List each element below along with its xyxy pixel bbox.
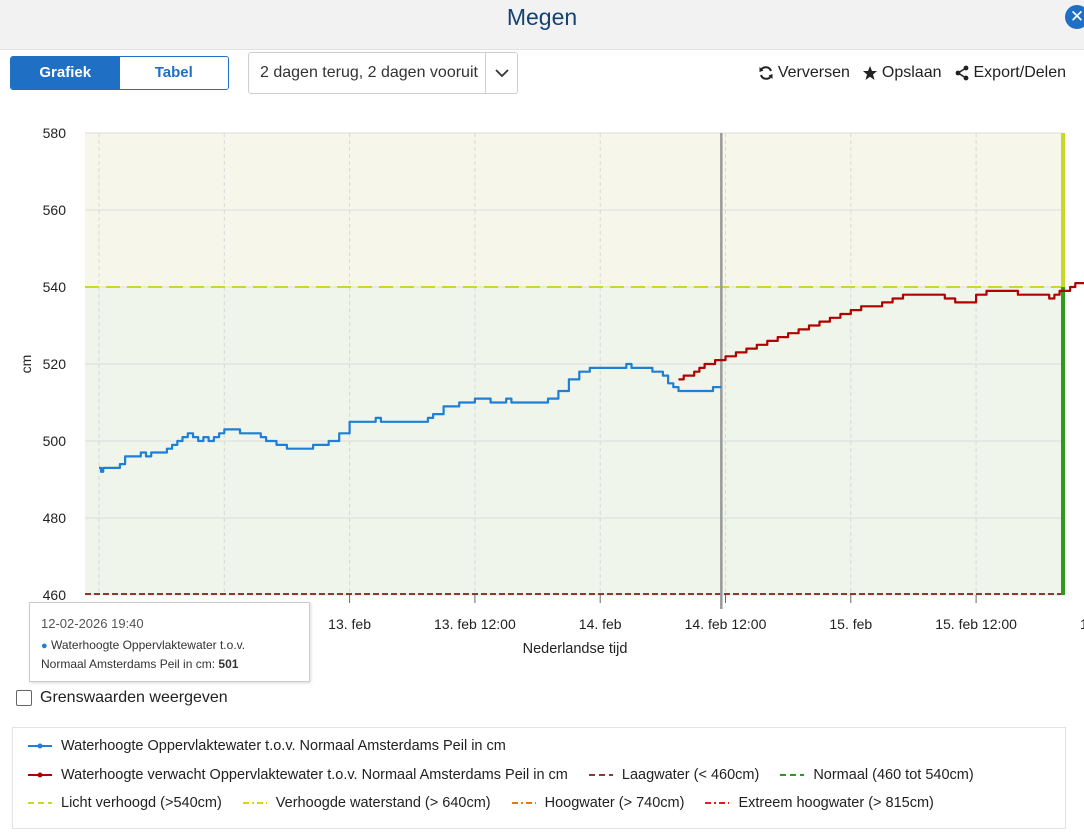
legend-item-high-water[interactable]: Hoogwater (> 740cm) <box>511 795 685 811</box>
legend-label: Waterhoogte Oppervlaktewater t.o.v. Norm… <box>61 738 506 754</box>
x-tick-label: 15. feb <box>829 616 872 632</box>
refresh-label: Verversen <box>777 64 850 81</box>
legend-label: Extreem hoogwater (> 815cm) <box>738 795 934 811</box>
legend-item-low[interactable]: Laagwater (< 460cm) <box>588 767 759 783</box>
legend-item-observed[interactable]: Waterhoogte Oppervlaktewater t.o.v. Norm… <box>27 738 506 754</box>
x-tick-label: 14. feb <box>579 616 622 632</box>
y-tick-label: 580 <box>43 125 67 141</box>
refresh-button[interactable]: Verversen <box>758 64 850 82</box>
y-tick-label: 480 <box>43 510 67 526</box>
y-tick-label: 560 <box>43 202 67 218</box>
share-icon <box>955 65 968 81</box>
legend-swatch <box>588 774 613 776</box>
legend-swatch <box>28 743 52 749</box>
star-icon <box>862 66 877 80</box>
period-select-value: 2 dagen terug, 2 dagen vooruit <box>260 64 478 81</box>
dialog-header: Megen ✕ <box>0 0 1084 50</box>
export-button[interactable]: Export/Delen <box>954 64 1067 82</box>
export-label: Export/Delen <box>973 64 1067 81</box>
series-observed-line <box>99 362 722 473</box>
tooltip-series-line2: Normaal Amsterdams Peil in cm: <box>41 657 216 671</box>
right-band-normal <box>1061 287 1065 595</box>
legend-label: Verhoogde waterstand (> 640cm) <box>275 795 491 811</box>
period-select[interactable]: 2 dagen terug, 2 dagen vooruit <box>248 52 518 94</box>
x-tick-label: 13. feb <box>328 616 371 632</box>
legend-row: Waterhoogte verwacht Oppervlaktewater t.… <box>27 767 994 783</box>
legend-row: Licht verhoogd (>540cm) Verhoogde waters… <box>27 795 954 811</box>
legend-item-forecast[interactable]: Waterhoogte verwacht Oppervlaktewater t.… <box>27 767 568 783</box>
save-label: Opslaan <box>881 64 942 81</box>
tooltip-value: 501 <box>218 657 239 671</box>
legend-label: Waterhoogte verwacht Oppervlaktewater t.… <box>61 767 568 783</box>
legend-swatch <box>242 802 267 804</box>
tooltip-time: 12-02-2026 19:40 <box>41 616 144 631</box>
legend-swatch <box>28 802 52 804</box>
series-forecast-line <box>678 282 1084 381</box>
legend-item-elevated[interactable]: Verhoogde waterstand (> 640cm) <box>242 795 491 811</box>
legend-label: Hoogwater (> 740cm) <box>544 795 685 811</box>
chevron-left-icon[interactable]: ‹ <box>0 405 1 428</box>
tooltip-series-line1: Waterhoogte Oppervlaktewater t.o.v. <box>51 638 246 652</box>
view-toggle: Grafiek Tabel <box>10 56 229 90</box>
x-tick-label: 15. feb 12:00 <box>935 616 1017 632</box>
dialog-title: Megen <box>506 4 578 30</box>
y-tick-label: 520 <box>43 356 67 372</box>
legend-swatch <box>780 774 805 776</box>
chart-legend: Waterhoogte Oppervlaktewater t.o.v. Norm… <box>12 727 1066 829</box>
chevron-down-icon[interactable] <box>485 53 517 93</box>
tab-chart[interactable]: Grafiek <box>11 57 120 89</box>
close-icon[interactable]: ✕ <box>1065 5 1084 29</box>
x-axis-title: Nederlandse tijd <box>523 641 628 657</box>
thresholds-checkbox-row[interactable]: Grenswaarden weergeven <box>16 689 228 707</box>
right-band-slightly-high <box>1061 133 1065 287</box>
water-level-chart: 460 480 500 520 540 560 580 13. feb 13. feb 12:0… <box>18 125 1084 657</box>
legend-label: Laagwater (< 460cm) <box>621 767 760 783</box>
chart-tooltip: 12-02-2026 19:40 ● Waterhoogte Oppervlak… <box>29 602 310 682</box>
y-axis-title: cm <box>18 355 34 374</box>
thresholds-checkbox[interactable] <box>16 690 32 706</box>
legend-label: Licht verhoogd (>540cm) <box>61 795 222 811</box>
legend-swatch <box>705 802 730 804</box>
legend-label: Normaal (460 tot 540cm) <box>813 767 974 783</box>
legend-swatch <box>511 802 536 804</box>
legend-item-slightly-high[interactable]: Licht verhoogd (>540cm) <box>27 795 222 811</box>
thresholds-checkbox-label: Grenswaarden weergeven <box>40 689 228 706</box>
legend-row: Waterhoogte Oppervlaktewater t.o.v. Norm… <box>27 738 526 754</box>
y-tick-label: 460 <box>43 587 67 603</box>
y-tick-label: 540 <box>43 279 67 295</box>
x-tick-label: 13. feb 12:00 <box>434 616 516 632</box>
tooltip-series-dot: ● <box>41 640 48 652</box>
legend-item-normal[interactable]: Normaal (460 tot 540cm) <box>779 767 974 783</box>
refresh-icon <box>759 66 773 80</box>
legend-item-extreme[interactable]: Extreem hoogwater (> 815cm) <box>704 795 934 811</box>
x-tick-label: 16. feb <box>1080 616 1084 632</box>
x-tick-label: 14. feb 12:00 <box>685 616 767 632</box>
tab-table[interactable]: Tabel <box>119 57 228 89</box>
save-button[interactable]: Opslaan <box>862 64 942 82</box>
y-tick-label: 500 <box>43 433 67 449</box>
toolbar-actions: Verversen Opslaan Export/Delen <box>758 64 1066 82</box>
legend-swatch <box>28 772 52 778</box>
